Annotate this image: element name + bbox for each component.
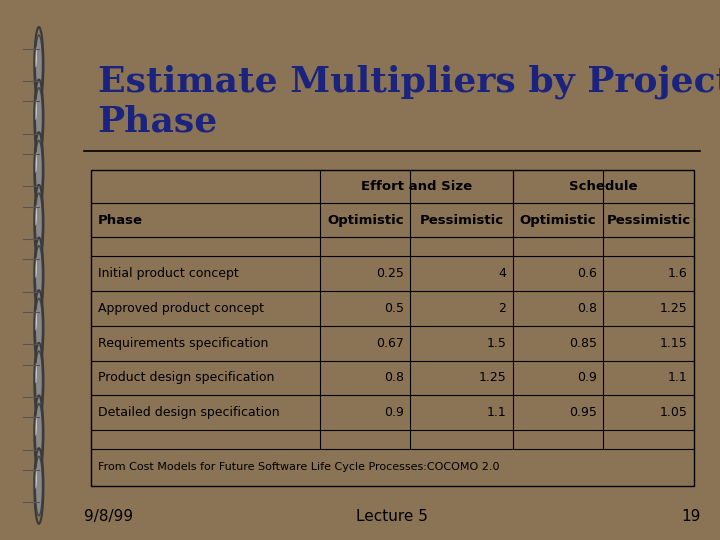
Text: Optimistic: Optimistic — [520, 213, 596, 227]
Text: 0.6: 0.6 — [577, 267, 597, 280]
Circle shape — [35, 140, 42, 200]
Text: Detailed design specification: Detailed design specification — [98, 406, 279, 420]
Text: 1.1: 1.1 — [487, 406, 506, 420]
Circle shape — [35, 467, 37, 489]
Text: Initial product concept: Initial product concept — [98, 267, 238, 280]
Circle shape — [35, 362, 37, 383]
Text: Pessimistic: Pessimistic — [606, 213, 690, 227]
Circle shape — [35, 35, 42, 94]
Text: 1.25: 1.25 — [479, 372, 506, 384]
Text: 4: 4 — [498, 267, 506, 280]
Text: 0.25: 0.25 — [376, 267, 404, 280]
Text: Effort and Size: Effort and Size — [361, 180, 472, 193]
Text: 0.95: 0.95 — [569, 406, 597, 420]
Text: 1.5: 1.5 — [487, 336, 506, 349]
Circle shape — [35, 404, 42, 463]
Text: 1.25: 1.25 — [660, 302, 687, 315]
Text: Schedule: Schedule — [569, 180, 638, 193]
Bar — [91, 170, 694, 486]
Text: 2: 2 — [498, 302, 506, 315]
Text: Phase: Phase — [98, 213, 143, 227]
Text: 0.67: 0.67 — [376, 336, 404, 349]
Circle shape — [35, 298, 42, 357]
Text: 0.9: 0.9 — [577, 372, 597, 384]
Circle shape — [35, 193, 42, 252]
Text: 1.15: 1.15 — [660, 336, 687, 349]
Text: Requirements specification: Requirements specification — [98, 336, 268, 349]
Text: From Cost Models for Future Software Life Cycle Processes:COCOMO 2.0: From Cost Models for Future Software Lif… — [98, 462, 499, 472]
Circle shape — [35, 204, 37, 226]
Text: Estimate Multipliers by Project
Phase: Estimate Multipliers by Project Phase — [98, 65, 720, 139]
Text: 1.6: 1.6 — [667, 267, 687, 280]
Text: 9/8/99: 9/8/99 — [84, 509, 134, 524]
Text: 0.9: 0.9 — [384, 406, 404, 420]
Text: 1.1: 1.1 — [667, 372, 687, 384]
Circle shape — [35, 151, 37, 173]
Text: Pessimistic: Pessimistic — [420, 213, 504, 227]
Circle shape — [35, 256, 37, 278]
Circle shape — [35, 309, 37, 330]
Circle shape — [35, 246, 42, 305]
Text: 0.8: 0.8 — [577, 302, 597, 315]
Text: 1.05: 1.05 — [660, 406, 687, 420]
Text: 0.5: 0.5 — [384, 302, 404, 315]
Circle shape — [35, 456, 42, 516]
Circle shape — [35, 415, 37, 436]
Circle shape — [35, 351, 42, 410]
Text: Lecture 5: Lecture 5 — [356, 509, 428, 524]
Text: 0.85: 0.85 — [569, 336, 597, 349]
Text: Product design specification: Product design specification — [98, 372, 274, 384]
Circle shape — [35, 46, 37, 68]
Text: Approved product concept: Approved product concept — [98, 302, 264, 315]
Text: 0.8: 0.8 — [384, 372, 404, 384]
Circle shape — [35, 98, 37, 120]
Circle shape — [35, 87, 42, 147]
Text: 19: 19 — [681, 509, 701, 524]
Text: Optimistic: Optimistic — [327, 213, 404, 227]
